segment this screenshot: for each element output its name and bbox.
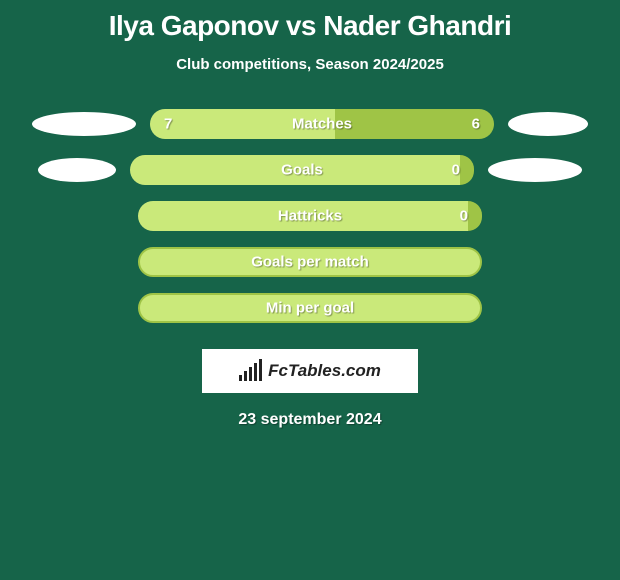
left-value: 7 bbox=[164, 116, 172, 133]
player-right-ellipse bbox=[488, 158, 582, 182]
player-left-ellipse bbox=[32, 112, 136, 136]
right-value: 0 bbox=[452, 162, 460, 179]
stat-bar: 0Goals bbox=[130, 155, 474, 185]
stat-bar: 0Hattricks bbox=[138, 201, 482, 231]
timestamp: 23 september 2024 bbox=[0, 411, 620, 429]
right-value: 0 bbox=[460, 208, 468, 225]
stat-rows: 76Matches0Goals0HattricksGoals per match… bbox=[0, 109, 620, 323]
player-left-ellipse bbox=[28, 296, 124, 320]
stat-bar: Goals per match bbox=[138, 247, 482, 277]
comparison-container: Ilya Gaponov vs Nader Ghandri Club compe… bbox=[0, 0, 620, 580]
stat-bar: Min per goal bbox=[138, 293, 482, 323]
bars-icon bbox=[239, 361, 262, 381]
subtitle: Club competitions, Season 2024/2025 bbox=[0, 56, 620, 73]
logo-box: FcTables.com bbox=[202, 349, 418, 393]
stat-row: 0Hattricks bbox=[0, 201, 620, 231]
player-left-ellipse bbox=[38, 158, 116, 182]
stat-bar: 76Matches bbox=[150, 109, 494, 139]
player-right-ellipse bbox=[496, 296, 592, 320]
player-right-ellipse bbox=[508, 112, 588, 136]
right-value: 6 bbox=[472, 116, 480, 133]
page-title: Ilya Gaponov vs Nader Ghandri bbox=[0, 0, 620, 42]
stat-row: 0Goals bbox=[0, 155, 620, 185]
stat-row: Min per goal bbox=[0, 293, 620, 323]
player-left-ellipse bbox=[28, 250, 124, 274]
stat-row: 76Matches bbox=[0, 109, 620, 139]
stat-row: Goals per match bbox=[0, 247, 620, 277]
player-left-ellipse bbox=[28, 204, 124, 228]
logo-text: FcTables.com bbox=[268, 361, 381, 381]
player-right-ellipse bbox=[496, 204, 592, 228]
player-right-ellipse bbox=[496, 250, 592, 274]
